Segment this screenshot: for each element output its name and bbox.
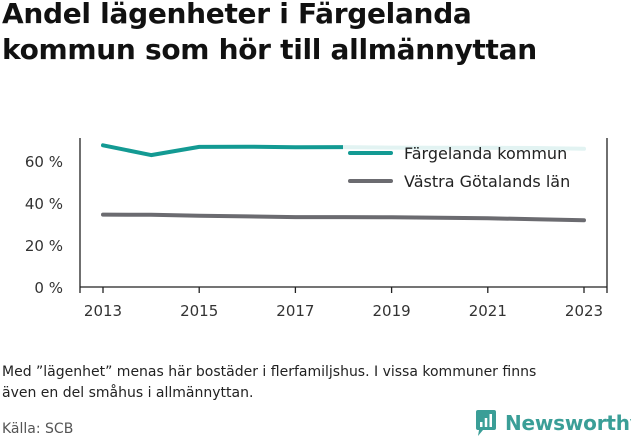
chart-title-line-2: kommun som hör till allmännyttan: [2, 33, 537, 66]
series-line-2: [101, 212, 586, 223]
x-tick-label: 2015: [180, 302, 218, 320]
x-tick-label: 2019: [373, 302, 411, 320]
brand-name: Newsworthy: [505, 411, 631, 435]
source-label: Källa: SCB: [2, 421, 74, 437]
line-chart: 0 % 20 % 40 % 60 % 2013 2015 2017 2019 2021 2023…: [25, 138, 608, 320]
y-axis: 0 % 20 % 40 % 60 %: [25, 138, 81, 297]
footnote-line-1: Med ”lägenhet” menas här bostäder i fler…: [2, 364, 537, 380]
chart-title: Andel lägenheter i Färgelanda kommun som…: [2, 0, 627, 68]
y-tick-label: 40 %: [25, 195, 63, 213]
legend-background: [343, 138, 595, 198]
y-tick-label: 60 %: [25, 153, 63, 171]
footnote-line-2: även en del småhus i allmännyttan.: [2, 385, 254, 401]
x-tick-label: 2021: [469, 302, 507, 320]
legend: Färgelanda kommun Västra Götalands län: [343, 138, 595, 198]
legend-label-2: Västra Götalands län: [404, 172, 570, 191]
chart-title-line-1: Andel lägenheter i Färgelanda: [2, 0, 472, 30]
x-tick-label: 2017: [276, 302, 314, 320]
footnote: Med ”lägenhet” menas här bostäder i fler…: [2, 362, 627, 404]
newsworthy-logo-icon: [476, 410, 496, 436]
x-axis: 2013 2015 2017 2019 2021 2023: [80, 138, 608, 320]
x-tick-label: 2013: [84, 302, 122, 320]
legend-label-1: Färgelanda kommun: [404, 144, 567, 163]
y-tick-label: 20 %: [25, 237, 63, 255]
y-tick-label: 0 %: [34, 279, 63, 297]
x-tick-label: 2023: [565, 302, 603, 320]
brand-logo: Newsworthy: [474, 408, 631, 438]
